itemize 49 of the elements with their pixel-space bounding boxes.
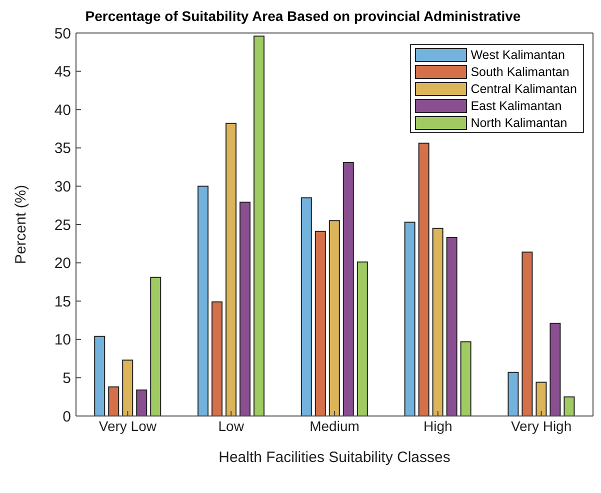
- bar: [212, 301, 223, 416]
- x-tick-label: Very High: [510, 418, 572, 434]
- bar: [226, 122, 237, 416]
- bar: [108, 386, 120, 416]
- bar: [150, 276, 162, 416]
- y-tick-label: 15: [54, 293, 71, 310]
- y-tick-label: 40: [54, 102, 71, 119]
- bar: [550, 322, 561, 416]
- x-tick-label: Very Low: [98, 418, 158, 434]
- y-tick-label: 5: [62, 370, 71, 388]
- legend-label: South Kalimantan: [470, 64, 570, 78]
- legend-label: North Kalimantan: [470, 116, 568, 130]
- y-tick-label: 25: [54, 216, 71, 234]
- bar: [122, 360, 134, 416]
- x-tick-label: High: [424, 418, 452, 434]
- bar: [432, 228, 444, 416]
- y-tick-label: 45: [54, 64, 71, 81]
- bar: [564, 396, 575, 416]
- y-axis-title: Percent (%): [12, 184, 30, 264]
- legend-label: East Kalimantan: [470, 98, 562, 112]
- bar: [446, 237, 458, 416]
- bar: [136, 389, 148, 416]
- chart-title: Percentage of Suitability Area Based on provincial Administrative: [84, 8, 522, 24]
- bar: [240, 202, 251, 416]
- bar: [94, 336, 106, 416]
- bar: [418, 142, 430, 416]
- x-tick-label: Low: [218, 418, 245, 434]
- bar: [508, 372, 519, 416]
- y-tick-label: 35: [54, 140, 71, 158]
- legend-label: West Kalimantan: [470, 48, 565, 62]
- y-tick-label: 30: [54, 178, 71, 196]
- bar: [536, 382, 547, 416]
- y-tick-label: 20: [54, 255, 71, 272]
- x-axis-title: Health Facilities Suitability Classes: [218, 449, 450, 466]
- x-tick-label: Medium: [310, 418, 360, 434]
- bar: [356, 262, 368, 416]
- bar: [314, 230, 326, 416]
- bar: [342, 162, 354, 416]
- bar: [198, 186, 209, 416]
- y-tick-label: 0: [62, 408, 71, 426]
- bar: [460, 341, 472, 416]
- bar: [522, 252, 533, 416]
- y-tick-label: 50: [54, 25, 71, 42]
- bar: [404, 222, 416, 416]
- bar: [300, 197, 312, 416]
- legend-label: Central Kalimantan: [470, 82, 577, 96]
- bar: [254, 36, 265, 416]
- y-tick-label: 10: [54, 332, 71, 349]
- bar: [328, 220, 340, 416]
